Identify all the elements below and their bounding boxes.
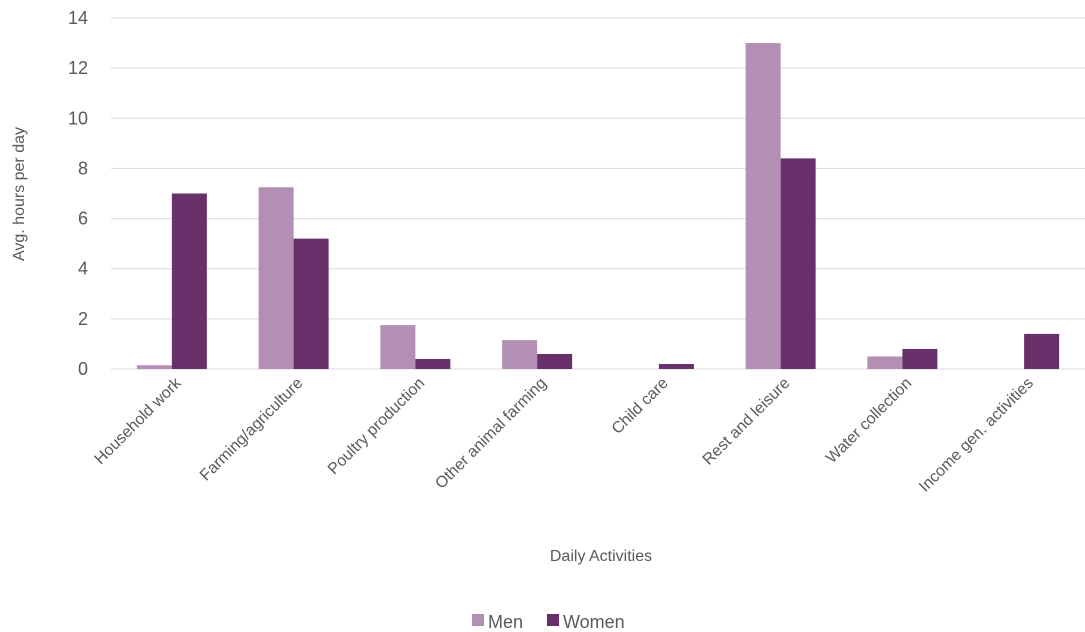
x-axis-title: Daily Activities <box>550 548 652 565</box>
legend-label-men: Men <box>488 612 523 632</box>
y-tick-label: 8 <box>78 158 88 178</box>
bar-women-household-work <box>171 193 207 369</box>
y-tick-label: 6 <box>78 209 88 229</box>
y-tick-label: 10 <box>68 108 88 128</box>
y-tick-label: 12 <box>68 58 88 78</box>
x-tick-label: Child care <box>609 375 672 438</box>
x-tick-label: Poultry production <box>325 375 428 478</box>
x-tick-label: Income gen. activities <box>916 375 1037 496</box>
y-tick-label: 14 <box>68 8 88 28</box>
bar-women-water-collection <box>902 348 938 369</box>
x-tick-label: Farming/agriculture <box>197 375 307 485</box>
bar-women-other-animal-farming <box>537 353 573 369</box>
gridlines <box>111 17 1085 370</box>
y-tick-label: 0 <box>78 359 88 379</box>
bar-men-household-work <box>136 365 172 369</box>
bars <box>136 43 1060 369</box>
bar-men-poultry-production <box>380 325 416 369</box>
x-tick-label: Water collection <box>823 375 915 467</box>
bar-men-water-collection <box>867 356 903 369</box>
legend-label-women: Women <box>563 612 625 632</box>
bar-women-rest-and-leisure <box>780 158 816 369</box>
legend-swatch-women <box>547 614 559 626</box>
y-tick-label: 2 <box>78 309 88 329</box>
bar-women-poultry-production <box>415 358 451 369</box>
bar-men-rest-and-leisure <box>745 43 781 369</box>
bar-women-child-care <box>658 363 694 369</box>
x-axis-category-labels: Household work Farming/agriculture Poultry… <box>92 374 1037 496</box>
bar-men-other-animal-farming <box>502 340 538 369</box>
y-axis-title: Avg. hours per day <box>11 127 28 261</box>
y-axis-tick-labels: 0 2 4 6 8 10 12 14 <box>68 8 88 379</box>
x-tick-label: Household work <box>92 374 186 468</box>
bar-women-farming-agriculture <box>293 238 329 369</box>
bar-men-farming-agriculture <box>258 187 294 369</box>
x-tick-label: Rest and leisure <box>700 375 794 469</box>
legend: Men Women <box>472 612 625 632</box>
legend-swatch-men <box>472 614 484 626</box>
x-tick-label: Other animal farming <box>432 375 550 493</box>
bar-women-income-gen-activities <box>1024 333 1060 369</box>
y-tick-label: 4 <box>78 259 88 279</box>
